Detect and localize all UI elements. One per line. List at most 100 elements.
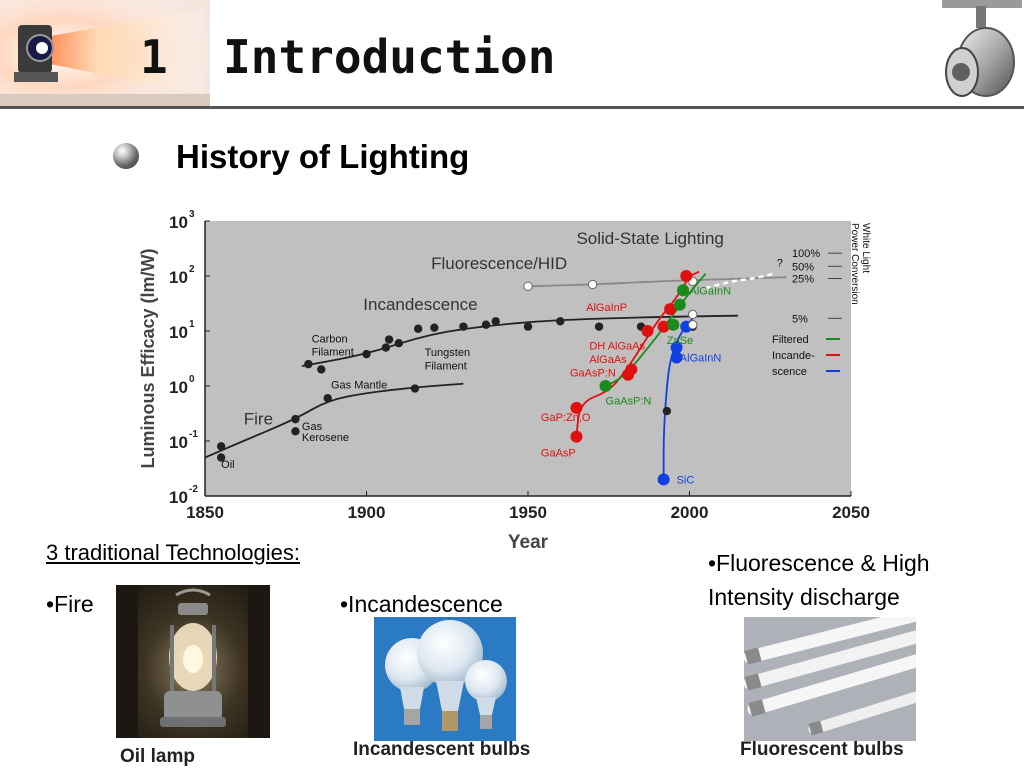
annotation-label-14: AlGaAs <box>589 354 627 366</box>
data-point-44 <box>688 320 698 330</box>
y-tick-exponent-1: -1 <box>189 429 198 440</box>
data-point-34 <box>599 380 612 392</box>
data-point-40 <box>670 341 683 354</box>
data-point-8 <box>362 349 371 359</box>
slide-title: 1 Introduction <box>140 30 555 84</box>
data-point-15 <box>481 320 491 329</box>
legend-entry-label-1: Incande- <box>772 350 815 362</box>
annotation-label-4: Gas Mantle <box>331 380 387 392</box>
data-point-17 <box>523 322 533 331</box>
power-conversion-title-0: White Light <box>860 223 871 273</box>
annotation-label-16: GaP:Zn,O <box>541 412 591 424</box>
annotation-label-17: GaAsP <box>541 448 576 460</box>
annotation-label-21: AlGaInN <box>680 352 722 364</box>
y-axis-title: Luminous Efficacy (lm/W) <box>138 248 158 468</box>
annotation-label-22: SiC <box>677 474 695 486</box>
y-tick-label-0: 10 <box>169 488 188 507</box>
y-tick-label-4: 10 <box>169 268 188 287</box>
projector-light-icon <box>0 0 210 106</box>
data-point-0 <box>216 442 226 451</box>
data-point-32 <box>664 303 677 316</box>
power-conversion-label-0: 100% <box>792 248 820 260</box>
y-tick-exponent-2: 0 <box>189 374 195 385</box>
annotation-label-8: Tungsten <box>425 347 470 359</box>
legend-entry-label-0: Filtered <box>772 334 809 346</box>
y-tick-exponent-5: 3 <box>189 209 195 220</box>
data-point-30 <box>641 325 654 337</box>
data-point-11 <box>394 339 403 348</box>
data-point-7 <box>317 365 326 374</box>
annotation-label-7: Incandescence <box>363 295 477 314</box>
y-tick-exponent-4: 2 <box>189 264 195 275</box>
annotation-label-13: DH AlGaAs <box>589 341 645 353</box>
annotation-label-5: Carbon <box>312 333 348 345</box>
section-subtitle: History of Lighting <box>176 138 470 175</box>
data-point-38 <box>657 473 670 486</box>
x-axis-title: Year <box>508 532 549 553</box>
annotation-label-19: ZnSe <box>667 335 693 347</box>
y-tick-exponent-3: 1 <box>189 319 195 330</box>
annotation-label-11: Solid-State Lighting <box>576 229 723 248</box>
y-tick-label-5: 10 <box>169 213 188 232</box>
sphere-bullet-icon <box>113 143 139 169</box>
bullet-incandescence: •Incandescence <box>340 591 503 617</box>
data-point-2 <box>291 414 300 424</box>
data-point-39 <box>670 351 683 364</box>
legend-entry-label-2: scence <box>772 366 807 378</box>
plot-area <box>205 221 851 496</box>
power-conversion-label-3: 5% <box>792 313 808 325</box>
annotation-label-23: ? <box>777 257 783 269</box>
data-point-13 <box>430 323 439 332</box>
annotation-label-12: AlGaInP <box>586 302 627 314</box>
data-point-16 <box>491 317 500 326</box>
slide-number: 1 <box>140 30 168 84</box>
annotation-label-6: Filament <box>312 346 354 358</box>
caption-incandescent-bulbs: Incandescent bulbs <box>353 739 531 760</box>
x-tick-label-4: 2050 <box>832 503 870 522</box>
technologies-heading: 3 traditional Technologies: <box>46 540 300 565</box>
data-point-35 <box>667 318 680 331</box>
x-tick-label-0: 1850 <box>186 503 224 522</box>
slide-header: 1 Introduction <box>0 0 1024 108</box>
data-point-19 <box>594 322 604 331</box>
power-conversion-title-1: Power Conversion <box>849 223 860 305</box>
fluorescent-tube-icon <box>744 617 916 741</box>
title-divider <box>0 106 1024 109</box>
data-point-43 <box>688 309 698 320</box>
x-tick-label-3: 2000 <box>671 503 709 522</box>
series-curve-1 <box>301 314 738 367</box>
data-point-1 <box>216 453 226 462</box>
spotlight-icon <box>942 0 1022 97</box>
annotation-label-2: Gas <box>302 421 323 433</box>
data-point-5 <box>410 384 420 393</box>
data-point-29 <box>625 363 638 376</box>
oil-lamp-photo <box>116 585 270 738</box>
data-point-33 <box>680 270 693 282</box>
x-tick-label-2: 1950 <box>509 503 547 522</box>
light-bulb-icon <box>385 620 507 731</box>
power-conversion-label-1: 50% <box>792 261 814 273</box>
data-point-36 <box>673 298 686 311</box>
caption-fluorescent-bulbs: Fluorescent bulbs <box>740 739 904 760</box>
data-point-6 <box>304 359 313 369</box>
data-point-14 <box>459 322 468 331</box>
caption-oil-lamp: Oil lamp <box>120 746 195 767</box>
data-point-24 <box>587 279 598 290</box>
data-point-3 <box>291 427 300 436</box>
data-point-26 <box>570 430 583 443</box>
data-point-27 <box>570 401 583 414</box>
annotation-label-10: Fluorescence/HID <box>431 254 567 273</box>
bullet-fluorescence: •Fluorescence & High Intensity discharge <box>708 550 930 610</box>
y-tick-label-3: 10 <box>169 323 188 342</box>
data-point-9 <box>381 343 391 352</box>
y-tick-exponent-0: -2 <box>189 484 198 495</box>
annotation-label-3: Kerosene <box>302 432 349 444</box>
annotation-label-0: Oil <box>221 459 234 471</box>
annotation-label-9: Filament <box>425 360 467 372</box>
data-point-31 <box>657 320 670 333</box>
data-point-18 <box>556 317 565 326</box>
data-point-10 <box>384 335 394 344</box>
slide-title-text: Introduction <box>223 30 556 84</box>
annotation-label-18: AlGaInN <box>690 286 732 298</box>
